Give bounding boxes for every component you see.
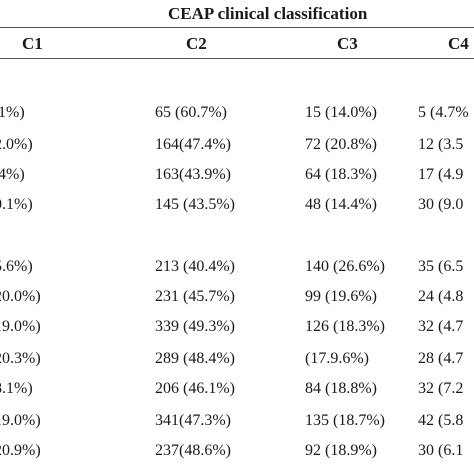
cell-c4: 28 (4.7 (418, 350, 464, 367)
cell-c1: 5.6%) (0, 258, 33, 275)
cell-c3: 84 (18.8%) (305, 380, 377, 397)
cell-c3: 99 (19.6%) (305, 288, 377, 305)
cell-c1: 19.0%) (0, 318, 41, 335)
cell-c3: 64 (18.3%) (305, 166, 377, 183)
table-row: 20.9%) 237(48.6%) 92 (18.9%) 30 (6.1 (0, 442, 474, 462)
cell-c2: 341(47.3%) (155, 412, 231, 429)
cell-c2: 65 (60.7%) (155, 104, 227, 121)
table-row: .1%) 65 (60.7%) 15 (14.0%) 5 (4.7% (0, 104, 474, 124)
column-header-c4: C4 (448, 34, 469, 53)
cell-c2: 237(48.6%) (155, 442, 231, 459)
column-header-c1: C1 (22, 34, 43, 53)
table-row: 19.0%) 339 (49.3%) 126 (18.3%) 32 (4.7 (0, 318, 474, 338)
cell-c4: 35 (6.5 (418, 258, 464, 275)
cell-c2: 339 (49.3%) (155, 318, 235, 335)
table-row: .4%) 163(43.9%) 64 (18.3%) 17 (4.9 (0, 166, 474, 186)
cell-c3: 15 (14.0%) (305, 104, 377, 121)
table-row: 8.1%) 206 (46.1%) 84 (18.8%) 32 (7.2 (0, 380, 474, 400)
cell-c4: 30 (6.1 (418, 442, 464, 459)
cell-c4: 12 (3.5 (418, 136, 464, 153)
cell-c3: 126 (18.3%) (305, 318, 385, 335)
cell-c1: 20.9%) (0, 442, 41, 459)
cell-c2: 164(47.4%) (155, 136, 231, 153)
cell-c3: 140 (26.6%) (305, 258, 385, 275)
cell-c4: 30 (9.0 (418, 196, 464, 213)
table-row: 20.3%) 289 (48.4%) (17.9.6%) 28 (4.7 (0, 350, 474, 370)
cell-c3: (17.9.6%) (305, 350, 369, 367)
cell-c2: 163(43.9%) (155, 166, 231, 183)
cell-c1: 20.0%) (0, 288, 41, 305)
cell-c1: 0.1%) (0, 196, 33, 213)
cell-c1: .4%) (0, 166, 25, 183)
header-rule (0, 27, 474, 28)
cell-c4: 24 (4.8 (418, 288, 464, 305)
cell-c4: 42 (5.8 (418, 412, 464, 429)
cell-c3: 48 (14.4%) (305, 196, 377, 213)
column-header-c3: C3 (337, 34, 358, 53)
cell-c2: 231 (45.7%) (155, 288, 235, 305)
cell-c1: 2.0%) (0, 136, 33, 153)
cell-c4: 5 (4.7% (418, 104, 469, 121)
cell-c4: 32 (4.7 (418, 318, 464, 335)
cell-c2: 206 (46.1%) (155, 380, 235, 397)
cell-c2: 289 (48.4%) (155, 350, 235, 367)
cell-c2: 213 (40.4%) (155, 258, 235, 275)
table-row: 20.0%) 231 (45.7%) 99 (19.6%) 24 (4.8 (0, 288, 474, 308)
cell-c4: 17 (4.9 (418, 166, 464, 183)
cell-c3: 92 (18.9%) (305, 442, 377, 459)
column-header-rule (0, 58, 474, 59)
cell-c2: 145 (43.5%) (155, 196, 235, 213)
table-row: 5.6%) 213 (40.4%) 140 (26.6%) 35 (6.5 (0, 258, 474, 278)
table-row: 2.0%) 164(47.4%) 72 (20.8%) 12 (3.5 (0, 136, 474, 156)
cell-c3: 135 (18.7%) (305, 412, 385, 429)
table-row: 0.1%) 145 (43.5%) 48 (14.4%) 30 (9.0 (0, 196, 474, 216)
cell-c1: .1%) (0, 104, 25, 121)
cell-c1: 19.0%) (0, 412, 41, 429)
cell-c1: 20.3%) (0, 350, 41, 367)
group-header: CEAP clinical classification (168, 4, 368, 23)
cell-c4: 32 (7.2 (418, 380, 464, 397)
column-header-c2: C2 (186, 34, 207, 53)
table-row: 19.0%) 341(47.3%) 135 (18.7%) 42 (5.8 (0, 412, 474, 432)
cell-c3: 72 (20.8%) (305, 136, 377, 153)
cell-c1: 8.1%) (0, 380, 33, 397)
